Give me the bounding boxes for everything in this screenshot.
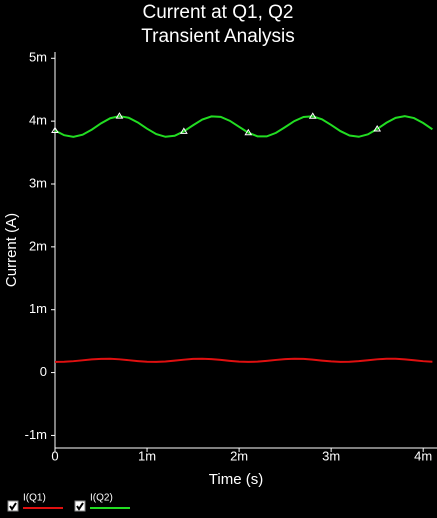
y-axis-label: Current (A)	[3, 213, 20, 287]
y-tick-label: 1m	[29, 301, 47, 316]
y-tick-label: 5m	[29, 50, 47, 65]
x-tick-label: 1m	[138, 448, 156, 463]
point-marker	[51, 126, 59, 134]
legend-label: I(Q1)	[23, 493, 46, 504]
y-tick-label: 4m	[29, 113, 47, 128]
x-tick-label: 3m	[322, 448, 340, 463]
x-tick-label: 0	[51, 448, 58, 463]
legend-label: I(Q2)	[90, 493, 113, 504]
x-tick-label: 2m	[230, 448, 248, 463]
series-line	[54, 357, 433, 363]
y-tick-label: 2m	[29, 238, 47, 253]
legend-check	[76, 502, 84, 511]
chart-title: Current at Q1, Q2	[142, 2, 293, 23]
legend-check	[9, 502, 17, 511]
y-tick-label: 3m	[29, 175, 47, 190]
point-marker	[373, 125, 382, 132]
point-marker	[308, 112, 317, 119]
x-axis-label: Time (s)	[209, 471, 263, 488]
chart-subtitle: Transient Analysis	[141, 26, 294, 47]
y-tick-label: 0	[40, 364, 47, 379]
point-marker	[115, 112, 124, 119]
series-line	[54, 115, 433, 138]
x-tick-label: 4m	[414, 448, 432, 463]
point-marker	[179, 127, 188, 134]
y-tick-label: -1m	[25, 427, 47, 442]
point-marker	[244, 128, 253, 136]
